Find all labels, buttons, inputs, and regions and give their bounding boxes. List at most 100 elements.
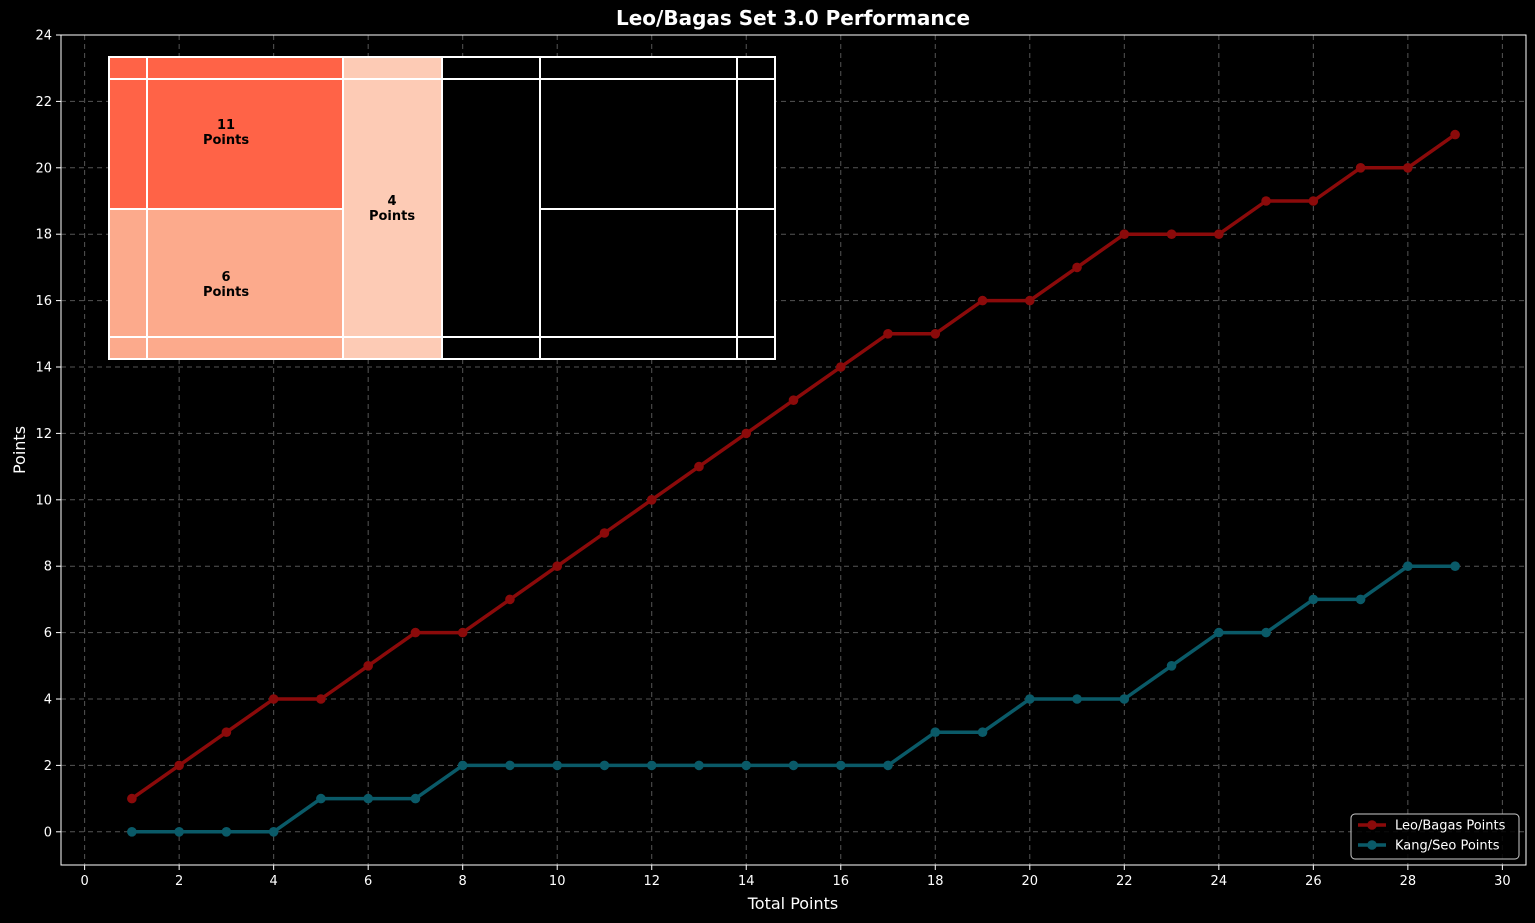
data-point (457, 760, 468, 771)
data-point (505, 594, 515, 605)
y-axis-label: Points (10, 426, 29, 474)
x-tick-label: 28 (1400, 874, 1417, 889)
data-point (1024, 295, 1035, 306)
data-point (930, 727, 941, 737)
y-tick-label: 18 (35, 228, 52, 243)
x-tick-label: 30 (1494, 874, 1511, 889)
y-tick-label: 12 (35, 427, 52, 442)
x-tick-label: 18 (927, 874, 944, 889)
court-zone-label-line: 11 (217, 118, 235, 133)
data-point (363, 661, 373, 671)
x-tick-label: 6 (364, 874, 372, 889)
court-zone-label-line: Points (203, 285, 249, 300)
data-point (221, 827, 232, 837)
legend-label: Leo/Bagas Points (1395, 819, 1506, 834)
data-point (1403, 561, 1413, 571)
series-kang-seo (127, 561, 1460, 837)
y-tick-label: 14 (35, 361, 52, 376)
court-zone-label-line: Points (369, 209, 415, 224)
data-point (1450, 129, 1460, 140)
data-point (505, 760, 515, 771)
legend-label: Kang/Seo Points (1395, 839, 1500, 854)
x-tick-label: 8 (459, 874, 467, 889)
data-point (1214, 229, 1224, 239)
data-point (1403, 163, 1413, 173)
data-point (1166, 661, 1177, 671)
y-tick-label: 22 (35, 95, 52, 110)
data-point (127, 827, 137, 837)
data-point (599, 528, 610, 538)
data-point (930, 329, 941, 339)
data-point (694, 461, 704, 472)
x-tick-label: 0 (80, 874, 88, 889)
court-zone-label: 6 Points (203, 270, 249, 300)
data-point (1119, 694, 1130, 704)
x-tick-label: 2 (175, 874, 183, 889)
plot-frame (60, 34, 1527, 866)
data-point (1308, 594, 1319, 605)
y-tick-label: 8 (44, 560, 52, 575)
data-point (1261, 627, 1271, 638)
data-point (741, 428, 752, 439)
data-point (788, 760, 799, 771)
y-tick-label: 4 (44, 693, 52, 708)
court-zone-4-points (343, 57, 442, 359)
y-tick-label: 16 (35, 294, 52, 309)
chart-title: Leo/Bagas Set 3.0 Performance (616, 6, 970, 30)
data-point (410, 627, 421, 638)
data-point (1308, 196, 1319, 206)
court-zone-label-line: Points (203, 133, 249, 148)
court-zone-label-line: 6 (221, 270, 230, 285)
data-point (316, 793, 326, 804)
x-tick-label: 24 (1211, 874, 1228, 889)
data-point (1072, 262, 1082, 273)
x-tick-label: 12 (643, 874, 660, 889)
data-point (1166, 229, 1177, 239)
data-point (1355, 594, 1366, 605)
data-point (788, 395, 799, 406)
data-point (694, 760, 704, 771)
data-point (977, 295, 988, 306)
x-tick-label: 10 (549, 874, 566, 889)
data-point (1072, 694, 1082, 704)
data-point (552, 561, 563, 571)
data-point (599, 760, 610, 771)
data-point (127, 793, 137, 804)
data-point (410, 793, 421, 804)
data-point (835, 362, 846, 372)
y-tick-label: 2 (44, 759, 52, 774)
data-point (174, 760, 184, 771)
data-point (883, 329, 893, 339)
data-point (268, 694, 279, 704)
legend-marker (1367, 840, 1377, 850)
y-tick-label: 10 (35, 493, 52, 508)
court-zone-label-line: 4 (387, 194, 396, 209)
y-tick-label: 0 (44, 825, 52, 840)
legend: Leo/Bagas Points Kang/Seo Points (1350, 813, 1520, 860)
x-tick-label: 20 (1022, 874, 1039, 889)
series-leo-bagas (127, 129, 1460, 804)
data-point (977, 727, 988, 737)
data-point (1024, 694, 1035, 704)
data-point (1450, 561, 1460, 571)
axes: 0 2 4 6 8 10 12 14 16 18 20 22 24 26 28 300246810121416… (35, 29, 1527, 889)
x-tick-label: 22 (1116, 874, 1133, 889)
data-point (1119, 229, 1130, 239)
y-tick-label: 20 (35, 161, 52, 176)
data-point (741, 760, 752, 771)
x-tick-label: 26 (1305, 874, 1322, 889)
data-point (174, 827, 184, 837)
data-point (883, 760, 893, 771)
court-zone-label: 4 Points (369, 194, 415, 224)
data-point (457, 627, 468, 638)
court-zone-label: 11 Points (203, 118, 249, 148)
data-point (268, 827, 279, 837)
data-point (1214, 627, 1224, 638)
data-point (1355, 163, 1366, 173)
x-tick-label: 14 (738, 874, 755, 889)
data-point (552, 760, 563, 771)
x-axis-label: Total Points (747, 894, 839, 913)
data-point (646, 495, 657, 505)
